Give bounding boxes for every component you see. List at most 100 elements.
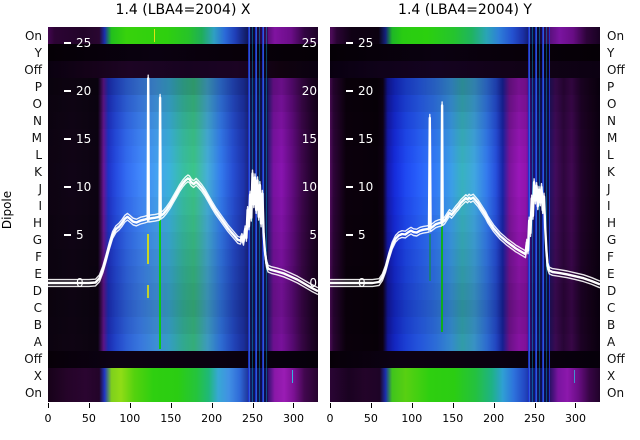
row-label: M xyxy=(31,130,42,145)
row-label: B xyxy=(607,318,616,333)
value-tick-left: 15 xyxy=(64,131,91,147)
value-tick-label: 20 xyxy=(301,84,317,98)
x-tick-mark xyxy=(211,403,213,408)
row-label: J xyxy=(607,181,611,196)
x-tick-label: 100 xyxy=(401,412,423,425)
value-tick-right: 10 xyxy=(277,179,317,195)
value-tick-label: 10 xyxy=(76,180,92,194)
value-tick-label: 25 xyxy=(358,36,374,50)
row-label: D xyxy=(32,284,42,299)
value-tick-right: 20 xyxy=(277,83,317,99)
value-tick-label: 0 xyxy=(76,276,84,290)
x-tick-label: 0 xyxy=(44,412,52,425)
x-tick-label: 250 xyxy=(524,412,546,425)
row-label: D xyxy=(607,284,617,299)
x-tick-mark xyxy=(575,403,577,408)
tick-mark xyxy=(64,42,71,44)
row-label: H xyxy=(607,216,617,231)
x-tick-mark xyxy=(534,403,536,408)
value-tick-label: 15 xyxy=(301,132,317,146)
row-label: A xyxy=(33,335,42,350)
value-tick-right: 0 xyxy=(277,275,317,291)
value-tick-label: 20 xyxy=(358,84,374,98)
tick-mark xyxy=(64,282,71,284)
value-tick-left: 20 xyxy=(64,83,91,99)
x-tick-label: 250 xyxy=(242,412,264,425)
spectrum-trace-x xyxy=(48,74,318,296)
row-label: On xyxy=(607,28,625,43)
row-label: F xyxy=(35,250,42,265)
row-label: G xyxy=(607,233,617,248)
value-tick-right: 25 xyxy=(277,35,317,51)
x-tick-mark xyxy=(252,403,254,408)
value-tick-label: 10 xyxy=(301,180,317,194)
rfi-stripe-cluster xyxy=(528,27,550,402)
value-tick-label: 20 xyxy=(76,84,92,98)
x-tick-mark xyxy=(370,403,372,408)
row-label: P xyxy=(607,79,615,94)
x-tick-label: 50 xyxy=(81,412,96,425)
row-label: B xyxy=(33,318,42,333)
row-label: Off xyxy=(24,62,42,77)
row-label: P xyxy=(34,79,42,94)
heatmap-panel-x: 25 25 20 20 15 15 10 10 5 5 0 0 xyxy=(48,27,318,402)
rfi-line xyxy=(153,29,156,43)
x-tick-label: 50 xyxy=(363,412,378,425)
row-label: N xyxy=(607,113,616,128)
rfi-line xyxy=(429,233,431,281)
row-label: X xyxy=(33,369,42,384)
x-tick-label: 100 xyxy=(119,412,141,425)
value-tick-label: 5 xyxy=(309,228,317,242)
tick-mark xyxy=(64,186,71,188)
x-tick-mark xyxy=(48,403,49,408)
value-tick-left: 10 xyxy=(346,179,373,195)
row-label: On xyxy=(24,386,42,401)
value-tick-label: 15 xyxy=(358,132,374,146)
x-tick-label: 150 xyxy=(160,412,182,425)
x-tick-mark xyxy=(493,403,495,408)
x-tick-label: 300 xyxy=(282,412,304,425)
row-label: L xyxy=(35,147,42,162)
rfi-line xyxy=(574,369,576,383)
row-label: Y xyxy=(607,45,615,60)
tick-mark xyxy=(64,90,71,92)
x-tick-label: 200 xyxy=(483,412,505,425)
value-tick-label: 5 xyxy=(358,228,366,242)
row-label: Y xyxy=(34,45,42,60)
x-tick-mark xyxy=(170,403,172,408)
tick-mark xyxy=(346,138,353,140)
row-label: E xyxy=(607,267,615,282)
value-tick-left: 25 xyxy=(64,35,91,51)
panel-title-x: 1.4 (LBA4=2004) X xyxy=(115,2,251,18)
rfi-line xyxy=(291,369,294,383)
x-tick-label: 300 xyxy=(564,412,586,425)
row-label: E xyxy=(34,267,42,282)
row-label: K xyxy=(34,164,42,179)
value-tick-left: 20 xyxy=(346,83,373,99)
row-label: M xyxy=(607,130,618,145)
rfi-line xyxy=(147,233,149,264)
value-tick-label: 0 xyxy=(309,276,317,290)
x-tick-label: 200 xyxy=(201,412,223,425)
value-tick-right: 15 xyxy=(277,131,317,147)
x-tick-mark xyxy=(452,403,454,408)
value-tick-label: 25 xyxy=(301,36,317,50)
x-tick-mark xyxy=(293,403,295,408)
value-tick-label: 15 xyxy=(76,132,92,146)
value-tick-left: 25 xyxy=(346,35,373,51)
heatmap-panel-y: 25 20 15 10 5 0 xyxy=(330,27,600,402)
row-label: I xyxy=(607,198,611,213)
value-tick-left: 10 xyxy=(64,179,91,195)
tick-mark xyxy=(64,234,71,236)
value-tick-left: 0 xyxy=(346,275,366,291)
row-label: L xyxy=(607,147,614,162)
row-label: O xyxy=(32,96,42,111)
x-tick-label: 0 xyxy=(326,412,334,425)
panel-title-y: 1.4 (LBA4=2004) Y xyxy=(398,2,532,18)
value-tick-label: 5 xyxy=(76,228,84,242)
x-tick-label: 150 xyxy=(442,412,464,425)
row-label: F xyxy=(607,250,614,265)
row-label: J xyxy=(38,181,42,196)
tick-mark xyxy=(346,234,353,236)
rfi-line xyxy=(147,284,149,298)
